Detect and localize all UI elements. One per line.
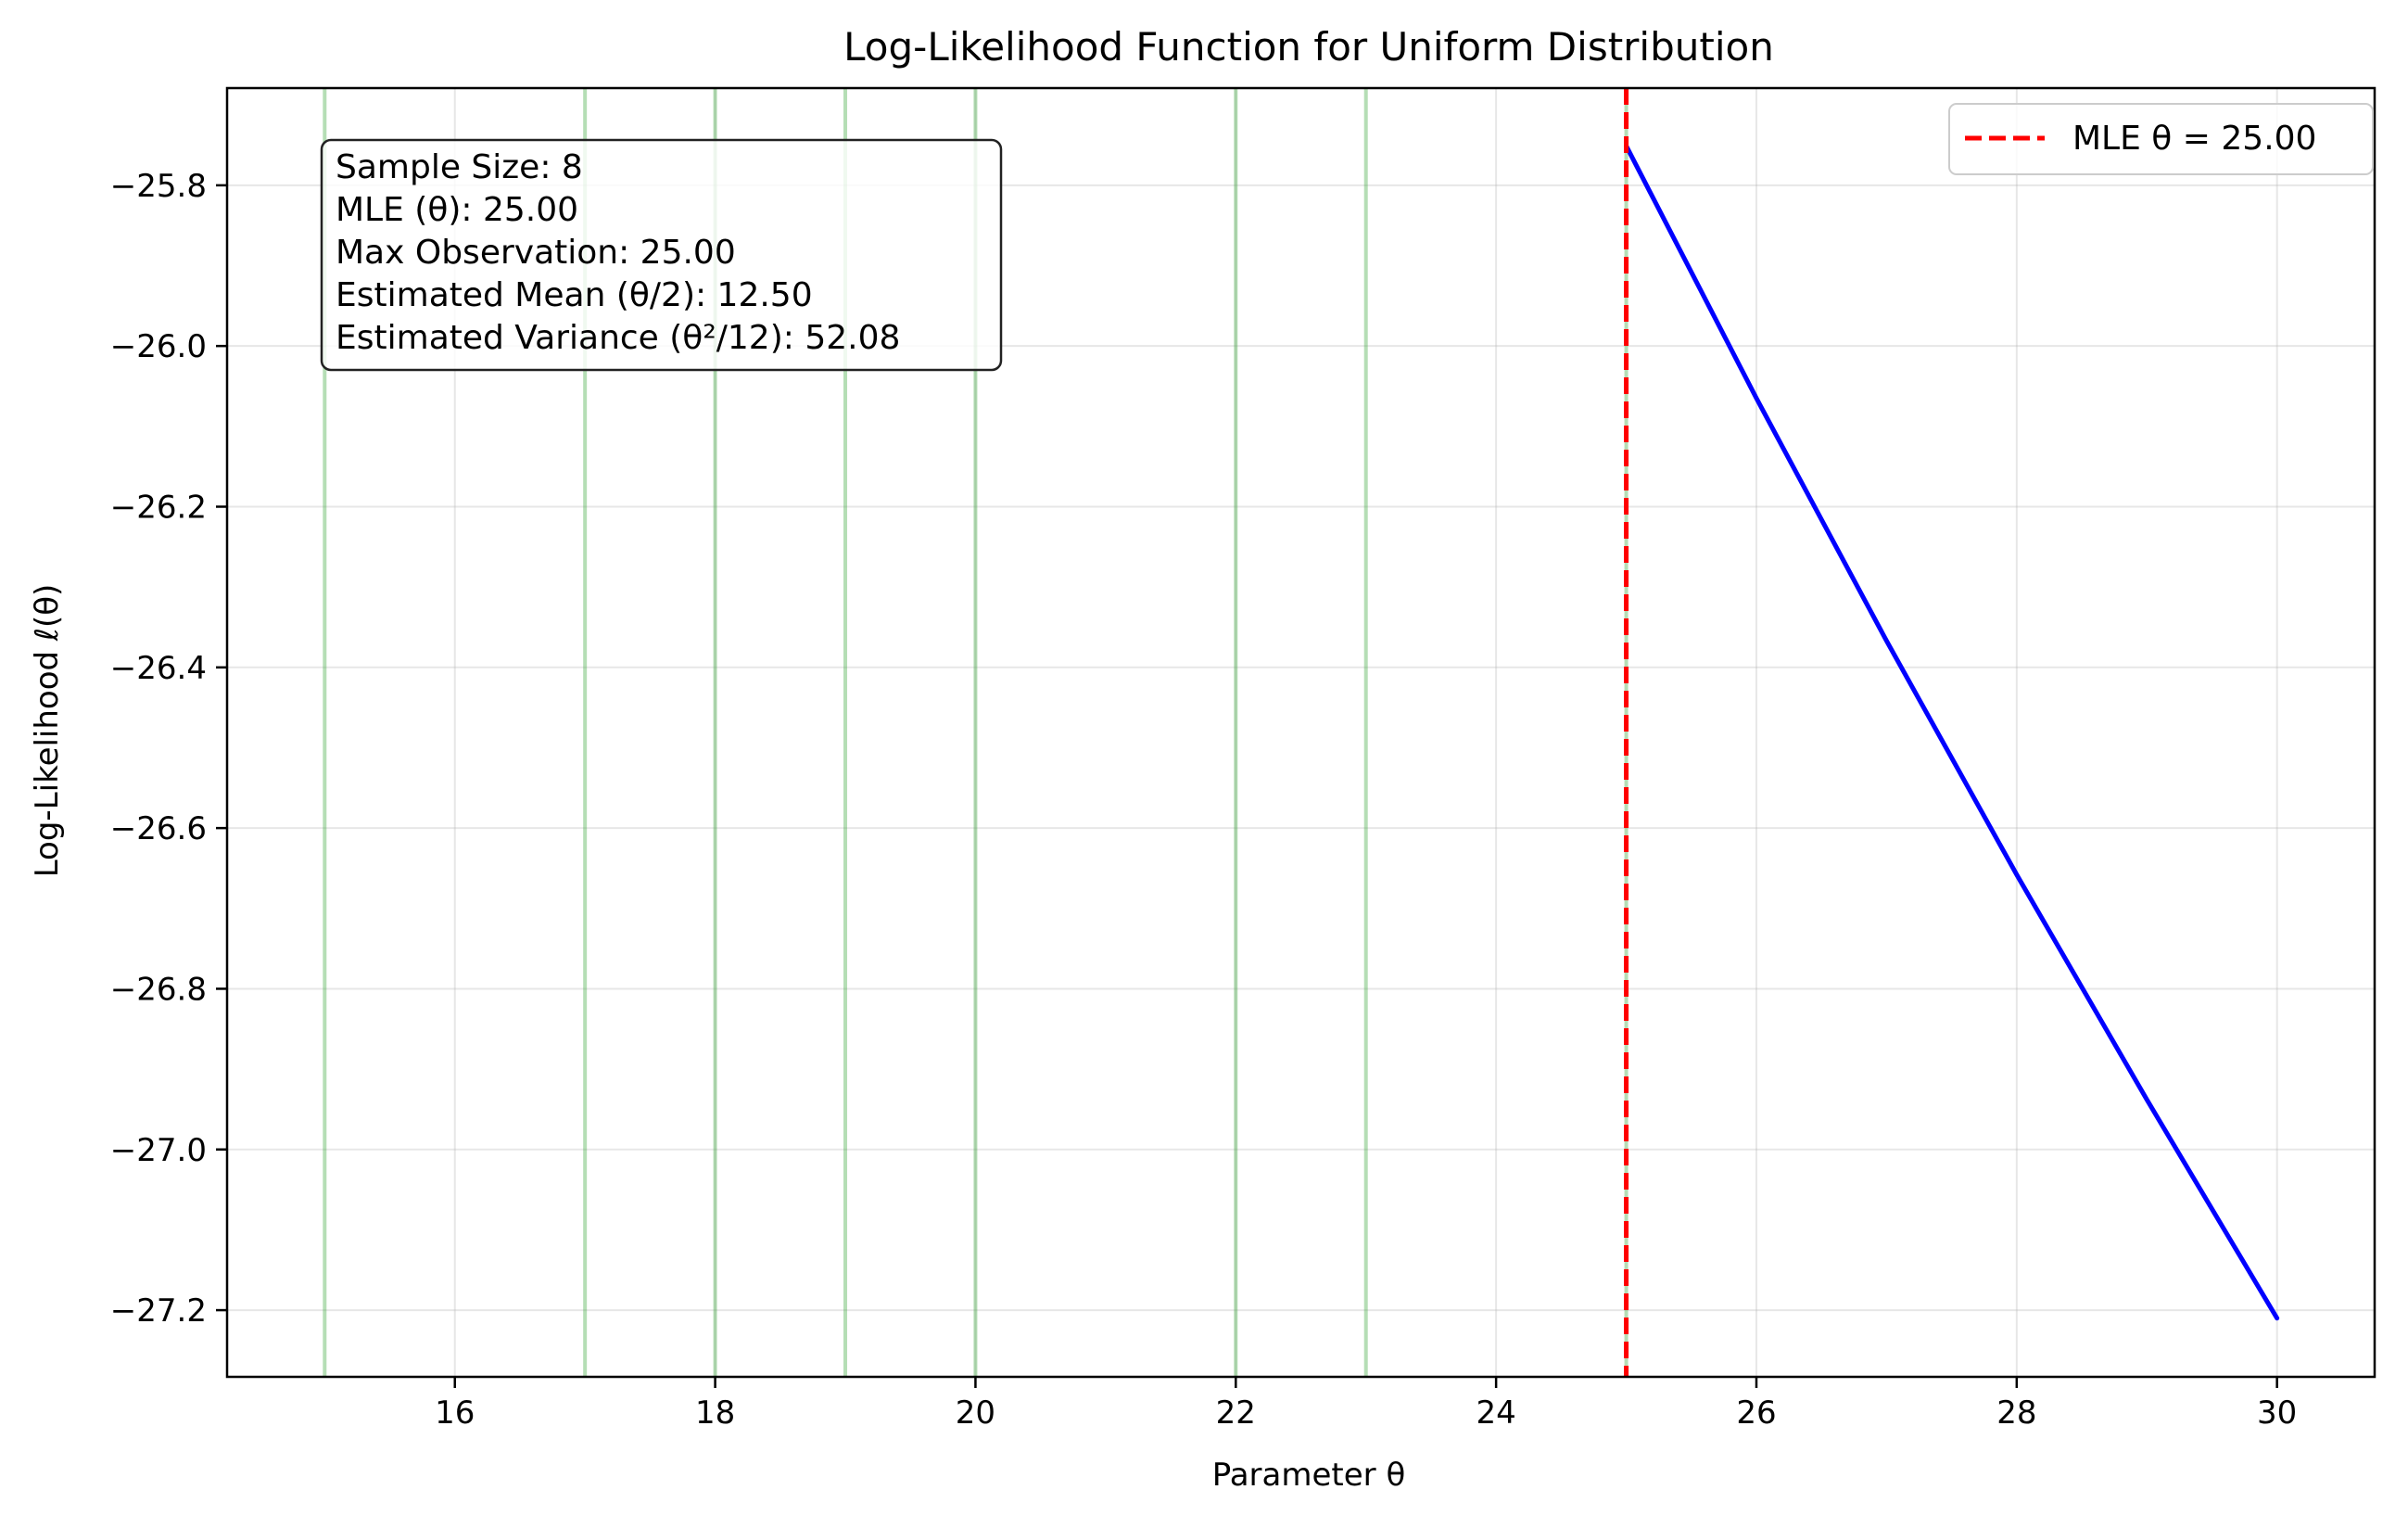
info-line-mle: MLE (θ): 25.00 [336,191,578,229]
x-tick-label: 18 [695,1394,735,1432]
y-tick-label: −27.0 [110,1132,207,1169]
info-line-max-observation: Max Observation: 25.00 [336,234,736,272]
legend-label-mle: MLE θ = 25.00 [2072,120,2316,158]
x-axis-label: Parameter θ [1212,1457,1406,1494]
series-layer [1624,143,2280,1321]
y-tick-label: −25.8 [110,168,207,205]
ticks: 16 18 20 22 24 26 28 30 −25.8 −26.0 −26.2 −26.4 −26.… [110,168,2298,1432]
x-tick-label: 20 [956,1394,995,1432]
x-tick-label: 28 [1996,1394,2036,1432]
x-tick-label: 26 [1736,1394,1776,1432]
info-line-sample-size: Sample Size: 8 [336,148,583,186]
x-tick-label: 16 [435,1394,475,1432]
y-tick-label: −27.2 [110,1292,207,1330]
y-axis-label: Log-Likelihood ℓ(θ) [29,584,66,878]
y-tick-label: −26.2 [110,489,207,526]
y-tick-label: −26.0 [110,328,207,365]
info-box: Sample Size: 8 MLE (θ): 25.00 Max Observ… [320,138,1003,372]
x-tick-label: 30 [2257,1394,2297,1432]
x-tick-label: 22 [1216,1394,1256,1432]
legend: MLE θ = 25.00 [1948,103,2374,175]
info-box-frame [320,138,1003,372]
log-likelihood-line [1624,143,2280,1321]
info-line-estimated-mean: Estimated Mean (θ/2): 12.50 [336,276,813,314]
info-line-estimated-variance: Estimated Variance (θ²/12): 52.08 [336,319,900,357]
x-tick-label: 24 [1476,1394,1516,1432]
chart-title: Log-Likelihood Function for Uniform Dist… [843,24,1774,70]
axes-frame [225,86,2376,1379]
y-tick-label: −26.6 [110,810,207,847]
y-tick-label: −26.8 [110,971,207,1008]
y-tick-label: −26.4 [110,650,207,687]
legend-frame [1948,103,2374,175]
